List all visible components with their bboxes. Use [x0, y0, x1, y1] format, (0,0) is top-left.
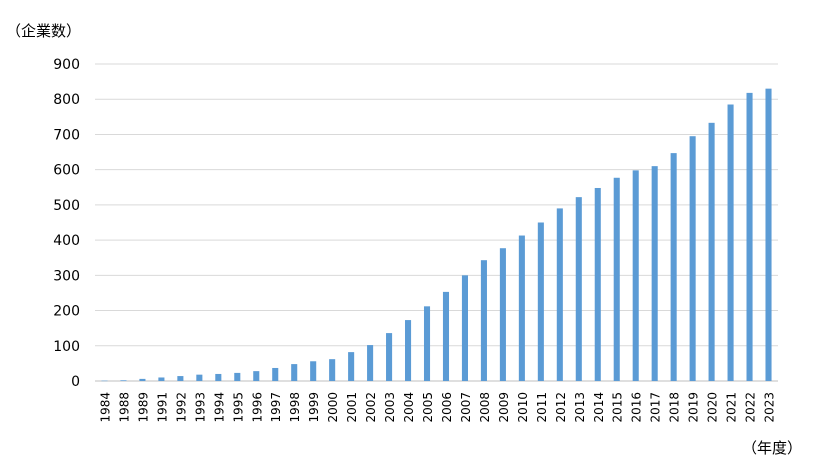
bar: [708, 122, 715, 382]
y-tick-label: 400: [53, 233, 80, 249]
x-tick-label: 2004: [402, 392, 416, 423]
x-tick-label: 2002: [364, 392, 378, 423]
x-tick-label: 2013: [573, 392, 587, 423]
x-tick-label: 2014: [592, 392, 606, 423]
x-tick-label: 1997: [269, 392, 283, 423]
bar: [367, 345, 374, 381]
bar: [613, 177, 620, 381]
grid-lines: [95, 63, 778, 382]
bar: [405, 320, 412, 381]
x-tick-label: 2006: [440, 392, 454, 423]
x-tick-label: 2007: [459, 392, 473, 423]
x-tick-label: 2021: [725, 392, 739, 423]
x-tick-label: 1988: [117, 392, 131, 423]
bar: [746, 92, 753, 381]
x-tick-label: 2000: [326, 392, 340, 423]
x-tick-label: 2011: [535, 392, 549, 423]
x-tick-label: 2019: [687, 392, 701, 423]
x-tick-label: 2012: [554, 392, 568, 423]
x-tick-label: 2005: [421, 392, 435, 423]
x-axis-ticks: 1984 1988 1989 1991 1992 1993 1994 1995 1996 1997…: [98, 392, 776, 423]
bar: [291, 364, 298, 381]
bar: [556, 208, 563, 381]
bar: [442, 291, 450, 381]
y-tick-label: 800: [53, 92, 80, 108]
bar: [348, 352, 355, 381]
bar: [594, 187, 601, 381]
x-tick-label: 1998: [288, 392, 302, 423]
bar: [310, 361, 317, 381]
bar: [651, 166, 658, 381]
bar: [120, 380, 127, 381]
bar: [234, 372, 241, 381]
x-tick-label: 2003: [383, 392, 397, 423]
bar: [215, 373, 222, 381]
y-axis-unit-label: （企業数）: [6, 22, 82, 40]
y-tick-label: 200: [53, 304, 80, 320]
y-tick-label: 700: [53, 127, 80, 143]
bar: [196, 374, 203, 381]
x-tick-label: 1996: [250, 392, 264, 423]
bar: [765, 88, 772, 382]
bar: [177, 376, 184, 381]
y-tick-label: 500: [53, 198, 80, 214]
x-tick-label: 2016: [630, 392, 644, 423]
bar: [537, 222, 544, 381]
x-tick-label: 2020: [706, 392, 720, 423]
bar-series: [101, 88, 772, 382]
bar: [518, 235, 525, 381]
bar: [139, 378, 146, 381]
bar: [329, 359, 336, 381]
x-tick-label: 2018: [668, 392, 682, 423]
x-tick-label: 1989: [136, 392, 150, 423]
bar: [461, 275, 468, 381]
bar: [499, 248, 506, 381]
bar: [480, 260, 487, 381]
x-tick-label: 1992: [174, 392, 188, 423]
x-tick-label: 1995: [231, 392, 245, 423]
bar: [272, 367, 279, 381]
x-tick-label: 2001: [345, 392, 359, 423]
y-tick-label: 0: [71, 374, 80, 390]
x-tick-label: 2010: [516, 392, 530, 423]
x-tick-label: 1984: [98, 392, 112, 423]
bar: [101, 380, 108, 382]
y-tick-label: 900: [53, 57, 80, 73]
x-tick-label: 2015: [611, 392, 625, 423]
x-axis-unit-label: （年度）: [742, 439, 803, 457]
x-tick-label: 1999: [307, 392, 321, 423]
x-tick-label: 1994: [212, 392, 226, 423]
bar: [689, 136, 696, 381]
x-tick-label: 2017: [649, 392, 663, 423]
bar: [632, 170, 639, 381]
y-tick-label: 300: [53, 268, 80, 284]
x-tick-label: 1991: [155, 392, 169, 423]
x-tick-label: 1993: [193, 392, 207, 423]
y-tick-label: 100: [53, 339, 80, 355]
bar: [423, 306, 431, 381]
bar: [670, 153, 677, 381]
bar: [575, 197, 582, 381]
bar: [158, 377, 165, 381]
bar: [386, 333, 393, 381]
bar: [253, 371, 260, 381]
y-axis-ticks: 0 100 200 300 400 500 600 700 800 900: [53, 57, 80, 390]
x-tick-label: 2009: [497, 392, 511, 423]
bar: [727, 104, 734, 381]
x-tick-label: 2022: [744, 392, 758, 423]
x-tick-label: 2008: [478, 392, 492, 423]
y-tick-label: 600: [53, 163, 80, 179]
x-tick-label: 2023: [763, 392, 777, 423]
